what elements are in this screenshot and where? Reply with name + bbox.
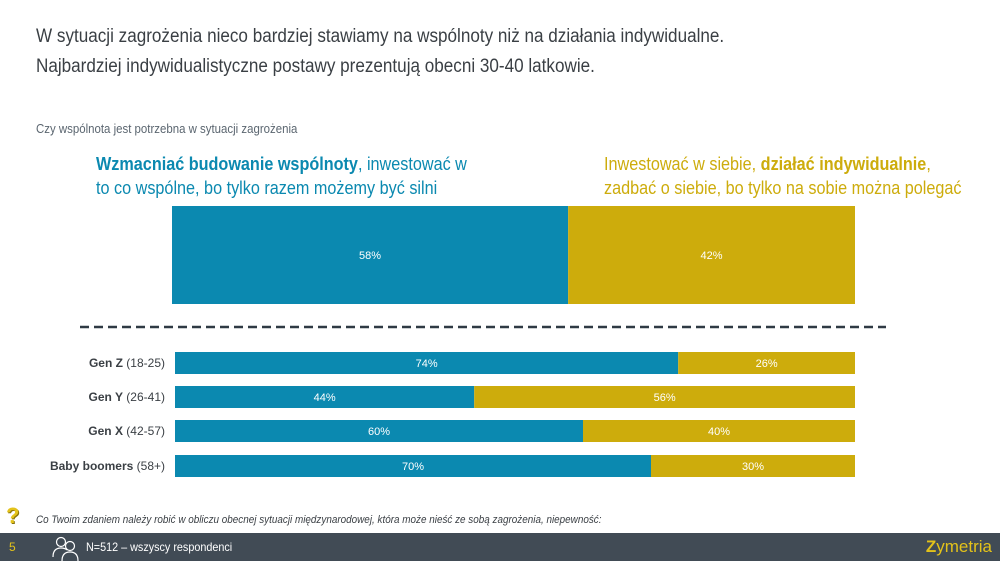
- legend-individual: Inwestować w siebie, działać indywidualn…: [604, 152, 962, 200]
- title-line-1: W sytuacji zagrożenia nieco bardziej sta…: [36, 26, 725, 47]
- zymetria-logo: Zymetria: [926, 537, 992, 557]
- bar-segment-community: [175, 352, 679, 374]
- bar-value-label: 74%: [416, 358, 438, 370]
- sample-size: N=512 – wszyscy respondenci: [86, 540, 233, 554]
- bar-segment-individual: [651, 455, 855, 477]
- page-title: W sytuacji zagrożenia nieco bardziej sta…: [36, 22, 724, 82]
- page-number: 5: [9, 540, 16, 554]
- total-bar-label: 42%: [701, 250, 723, 262]
- bar-value-label: 56%: [654, 392, 676, 404]
- row-label: Gen Y (26-41): [89, 390, 166, 404]
- total-bar-individual: [568, 206, 855, 304]
- total-bar-label: 58%: [359, 250, 381, 262]
- bar-value-label: 44%: [314, 392, 336, 404]
- legend-community-rest: , inwestować w: [357, 154, 467, 174]
- row-label: Gen Z (18-25): [89, 356, 165, 370]
- legend-community-bold: Wzmacniać budowanie wspólnoty: [96, 154, 358, 174]
- legend-community: Wzmacniać budowanie wspólnoty, inwestowa…: [96, 152, 467, 200]
- total-bar-group: 58% 42%: [172, 206, 855, 304]
- legend-individual-post: ,: [926, 154, 931, 174]
- bar-segment-community: [175, 420, 583, 442]
- legend-individual-line2: zadbać o siebie, bo tylko na sobie można…: [604, 178, 962, 198]
- bar-segment-individual: [583, 420, 855, 442]
- bar-segment-community: [175, 455, 651, 477]
- legend-individual-pre: Inwestować w siebie,: [604, 154, 761, 174]
- title-line-2: Najbardziej indywidualistyczne postawy p…: [36, 56, 595, 77]
- logo-text: ymetria: [936, 537, 992, 556]
- survey-question: Co Twoim zdaniem należy robić w obliczu …: [36, 514, 602, 526]
- bar-value-label: 40%: [708, 426, 730, 438]
- chart-subtitle: Czy wspólnota jest potrzebna w sytuacji …: [36, 121, 298, 136]
- question-mark-icon: ?: [6, 503, 20, 528]
- generation-bars-group: Gen Z (18-25) 74% 26% Gen Y (26-41) 44% 56% Ge…: [50, 352, 855, 477]
- total-bar-community: [172, 206, 569, 304]
- bar-value-label: 60%: [368, 426, 390, 438]
- bar-value-label: 70%: [402, 461, 424, 473]
- footer-bar: 5 N=512 – wszyscy respondenci Zymetria: [0, 533, 1000, 561]
- logo-z: Z: [925, 537, 937, 556]
- bar-segment-individual: [678, 352, 855, 374]
- bar-segment-individual: [474, 386, 855, 408]
- legend-community-line2: to co wspólne, bo tylko razem możemy być…: [96, 178, 438, 198]
- bar-value-label: 26%: [756, 358, 778, 370]
- legend-individual-bold: działać indywidualnie: [760, 154, 927, 174]
- stacked-bar-chart: 58% 42% Gen Z (18-25) 74% 26% Gen Y (26-41) 4…: [50, 206, 886, 477]
- respondents-icon: [52, 536, 79, 561]
- bar-segment-community: [175, 386, 475, 408]
- bar-value-label: 30%: [742, 461, 764, 473]
- row-label: Gen X (42-57): [88, 424, 165, 438]
- row-label: Baby boomers (58+): [50, 459, 165, 473]
